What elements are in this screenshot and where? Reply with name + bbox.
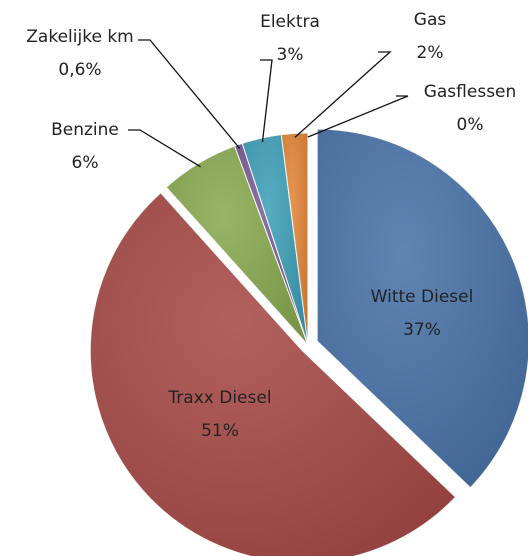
slice-label: Gas [414,10,447,30]
slice-label: Zakelijke km [26,27,133,47]
slice-label: Elektra [260,12,320,32]
slice-value: 2% [417,43,444,63]
pie [89,128,528,556]
slice-label: Traxx Diesel [167,388,271,408]
slice-value: 37% [403,320,441,340]
slice-value: 3% [277,45,304,65]
leader-line [260,59,273,143]
leader-line [128,129,201,168]
slice-value: 0,6% [58,60,101,80]
labels: Witte Diesel 37% Traxx Diesel 51% Benzine 6% Z… [26,10,516,441]
leader-line [294,51,392,138]
slice-value: 0% [457,115,484,135]
leader-line [138,39,241,149]
slice-label: Benzine [51,120,119,140]
slice-label: Gasflessen [424,82,517,102]
slice-label: Witte Diesel [371,287,474,307]
leader-line [307,95,409,138]
slice-value: 6% [72,153,99,173]
slice-value: 51% [201,421,239,441]
